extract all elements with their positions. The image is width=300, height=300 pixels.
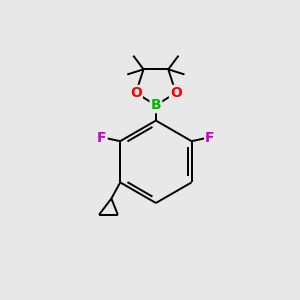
Text: O: O — [130, 86, 142, 100]
Text: F: F — [97, 131, 107, 145]
Text: O: O — [170, 86, 182, 100]
Text: F: F — [205, 131, 214, 145]
Text: B: B — [151, 98, 161, 112]
